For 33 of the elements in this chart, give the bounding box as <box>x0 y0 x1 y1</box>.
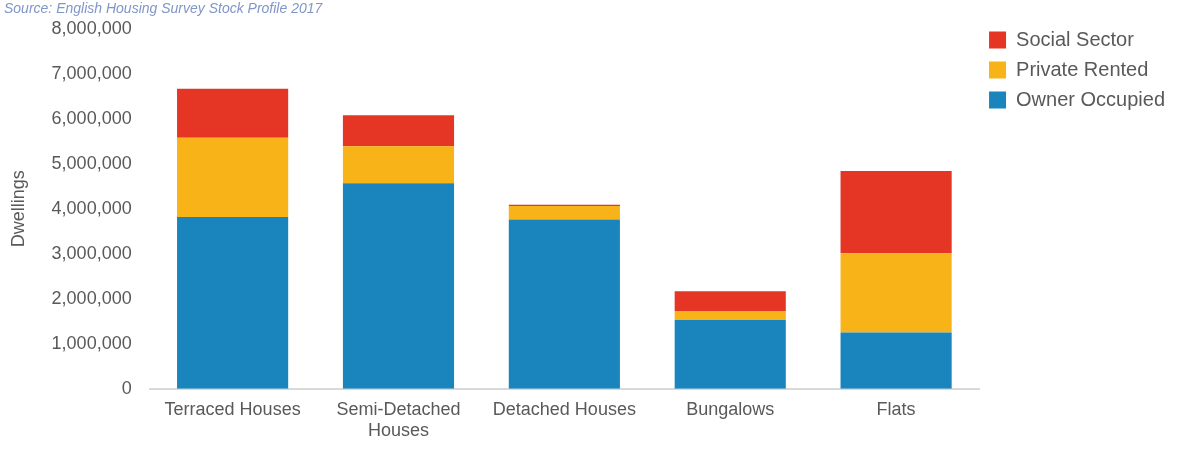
y-tick-label: 0 <box>121 377 132 398</box>
bar <box>840 171 952 254</box>
source-note: Source: English Housing Survey Stock Profile 2017 <box>4 0 324 16</box>
bar <box>508 219 620 389</box>
x-tick-label: Semi-Detached Houses <box>336 398 461 441</box>
x-tick-label: Detached Houses <box>492 398 636 419</box>
bar <box>674 319 786 389</box>
bar <box>177 88 289 138</box>
y-tick-label: 6,000,000 <box>51 107 132 128</box>
bar <box>840 253 952 333</box>
y-tick-label: 3,000,000 <box>51 242 132 263</box>
bar <box>674 310 786 320</box>
bar <box>177 216 289 389</box>
x-tick-label: Flats <box>876 398 916 419</box>
bar <box>508 206 620 220</box>
y-tick-label: 2,000,000 <box>51 287 132 308</box>
bar <box>674 291 786 311</box>
y-tick-label: 1,000,000 <box>51 332 132 353</box>
bar <box>342 183 455 389</box>
y-axis-title: Dwellings <box>7 170 28 248</box>
x-tick-label: Bungalows <box>686 398 775 419</box>
legend-label: Private Rented <box>1016 57 1149 80</box>
legend-label: Social Sector <box>1016 27 1135 50</box>
y-tick-label: 7,000,000 <box>51 62 132 83</box>
x-tick-label: Terraced Houses <box>164 398 301 419</box>
bar <box>342 115 455 147</box>
y-tick-label: 4,000,000 <box>51 197 132 218</box>
bar <box>342 146 455 184</box>
bar <box>177 137 289 217</box>
bar <box>840 332 952 389</box>
y-tick-label: 5,000,000 <box>51 152 132 173</box>
legend-label: Owner Occupied <box>1016 87 1166 110</box>
y-tick-label: 8,000,000 <box>51 17 132 38</box>
